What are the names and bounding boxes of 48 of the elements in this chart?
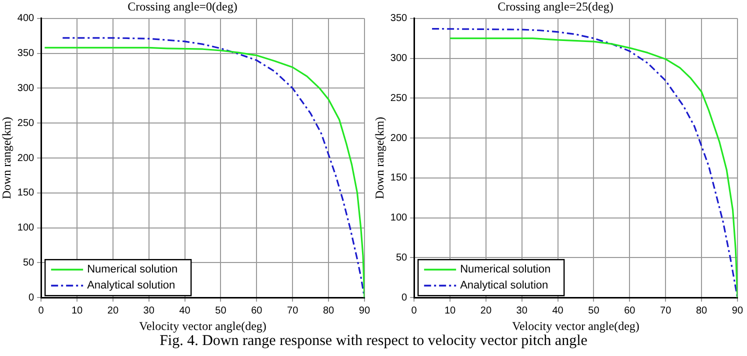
legend-label: Numerical solution (460, 264, 551, 276)
x-tick-label: 30 (143, 305, 155, 316)
y-tick-label: 400 (17, 13, 35, 24)
chart-title: Crossing angle=25(deg) (498, 0, 614, 14)
y-axis-title: Down range(km) (372, 116, 386, 200)
x-tick-label: 90 (358, 305, 370, 316)
legend-label: Numerical solution (87, 264, 178, 276)
y-axis-title: Down range(km) (0, 116, 14, 200)
x-tick-label: 10 (71, 305, 84, 316)
y-tick-label: 250 (390, 92, 408, 104)
y-tick-label: 300 (17, 82, 35, 94)
x-tick-label: 0 (38, 305, 44, 316)
y-tick-label: 200 (390, 132, 408, 144)
y-tick-label: 0 (28, 292, 35, 304)
x-tick-label: 70 (287, 305, 299, 316)
y-tick-label: 350 (390, 13, 408, 24)
y-tick-label: 200 (17, 152, 35, 164)
x-tick-label: 50 (588, 305, 600, 316)
y-tick-label: 50 (396, 252, 408, 264)
x-tick-label: 20 (480, 305, 492, 316)
y-tick-label: 100 (390, 212, 408, 224)
y-tick-label: 300 (390, 53, 408, 64)
x-tick-label: 50 (215, 305, 227, 316)
y-tick-label: 150 (17, 188, 35, 199)
y-tick-label: 350 (17, 48, 35, 60)
y-tick-label: 50 (22, 257, 35, 268)
x-tick-label: 70 (660, 305, 672, 316)
y-tick-label: 150 (390, 172, 408, 184)
caption: Fig. 4. Down range response with respect to velocity vector pitch angle (158, 333, 588, 350)
x-tick-label: 20 (107, 305, 119, 316)
x-tick-label: 80 (696, 305, 708, 316)
x-axis-title: Velocity vector angle(deg) (512, 318, 640, 333)
x-tick-label: 40 (179, 305, 191, 316)
y-tick-label: 250 (17, 118, 35, 129)
x-tick-label: 90 (732, 305, 744, 316)
y-tick-label: 0 (402, 292, 408, 304)
x-tick-label: 40 (552, 305, 564, 316)
x-tick-label: 30 (516, 305, 528, 316)
x-tick-label: 80 (322, 305, 335, 316)
y-tick-label: 100 (17, 222, 35, 234)
legend-label: Analytical solution (87, 280, 176, 292)
x-axis-title: Velocity vector angle(deg) (139, 318, 266, 333)
x-tick-label: 10 (444, 305, 456, 316)
x-tick-label: 60 (624, 305, 636, 316)
x-tick-label: 0 (411, 305, 418, 316)
x-tick-label: 60 (251, 305, 263, 316)
legend-label: Analytical solution (460, 280, 548, 292)
chart-title: Crossing angle=0(deg) (128, 0, 238, 14)
